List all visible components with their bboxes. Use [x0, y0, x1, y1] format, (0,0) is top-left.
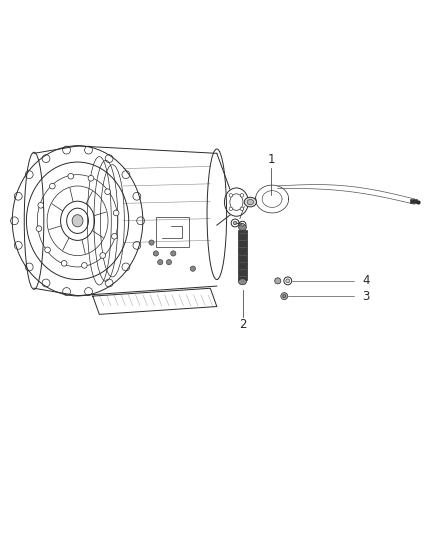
- Ellipse shape: [88, 175, 94, 181]
- Ellipse shape: [240, 207, 244, 211]
- Ellipse shape: [281, 293, 288, 300]
- Ellipse shape: [229, 207, 233, 211]
- Ellipse shape: [239, 224, 247, 230]
- Text: 4: 4: [363, 274, 370, 287]
- Ellipse shape: [247, 199, 254, 205]
- Ellipse shape: [61, 261, 67, 266]
- Ellipse shape: [149, 240, 154, 245]
- Bar: [156, 217, 188, 247]
- Ellipse shape: [244, 197, 256, 207]
- Ellipse shape: [239, 279, 247, 285]
- Ellipse shape: [275, 278, 281, 284]
- Ellipse shape: [283, 295, 286, 297]
- Ellipse shape: [36, 226, 42, 231]
- Ellipse shape: [240, 193, 244, 197]
- Text: 3: 3: [363, 289, 370, 303]
- Ellipse shape: [100, 253, 106, 259]
- Ellipse shape: [112, 233, 117, 239]
- Ellipse shape: [286, 279, 290, 283]
- Ellipse shape: [166, 260, 172, 265]
- Ellipse shape: [72, 215, 83, 227]
- Ellipse shape: [153, 251, 159, 256]
- Ellipse shape: [45, 247, 50, 253]
- Ellipse shape: [81, 263, 87, 268]
- Ellipse shape: [233, 221, 237, 225]
- Ellipse shape: [105, 189, 110, 195]
- Ellipse shape: [190, 266, 195, 271]
- Ellipse shape: [113, 210, 119, 216]
- Ellipse shape: [241, 223, 244, 226]
- Ellipse shape: [158, 260, 163, 265]
- Bar: [410, 199, 417, 204]
- Text: 1: 1: [268, 154, 275, 166]
- Ellipse shape: [38, 203, 43, 208]
- Bar: [238, 230, 247, 279]
- Ellipse shape: [49, 183, 55, 189]
- Text: 2: 2: [239, 318, 246, 331]
- Ellipse shape: [229, 193, 233, 197]
- Ellipse shape: [68, 173, 74, 179]
- Ellipse shape: [171, 251, 176, 256]
